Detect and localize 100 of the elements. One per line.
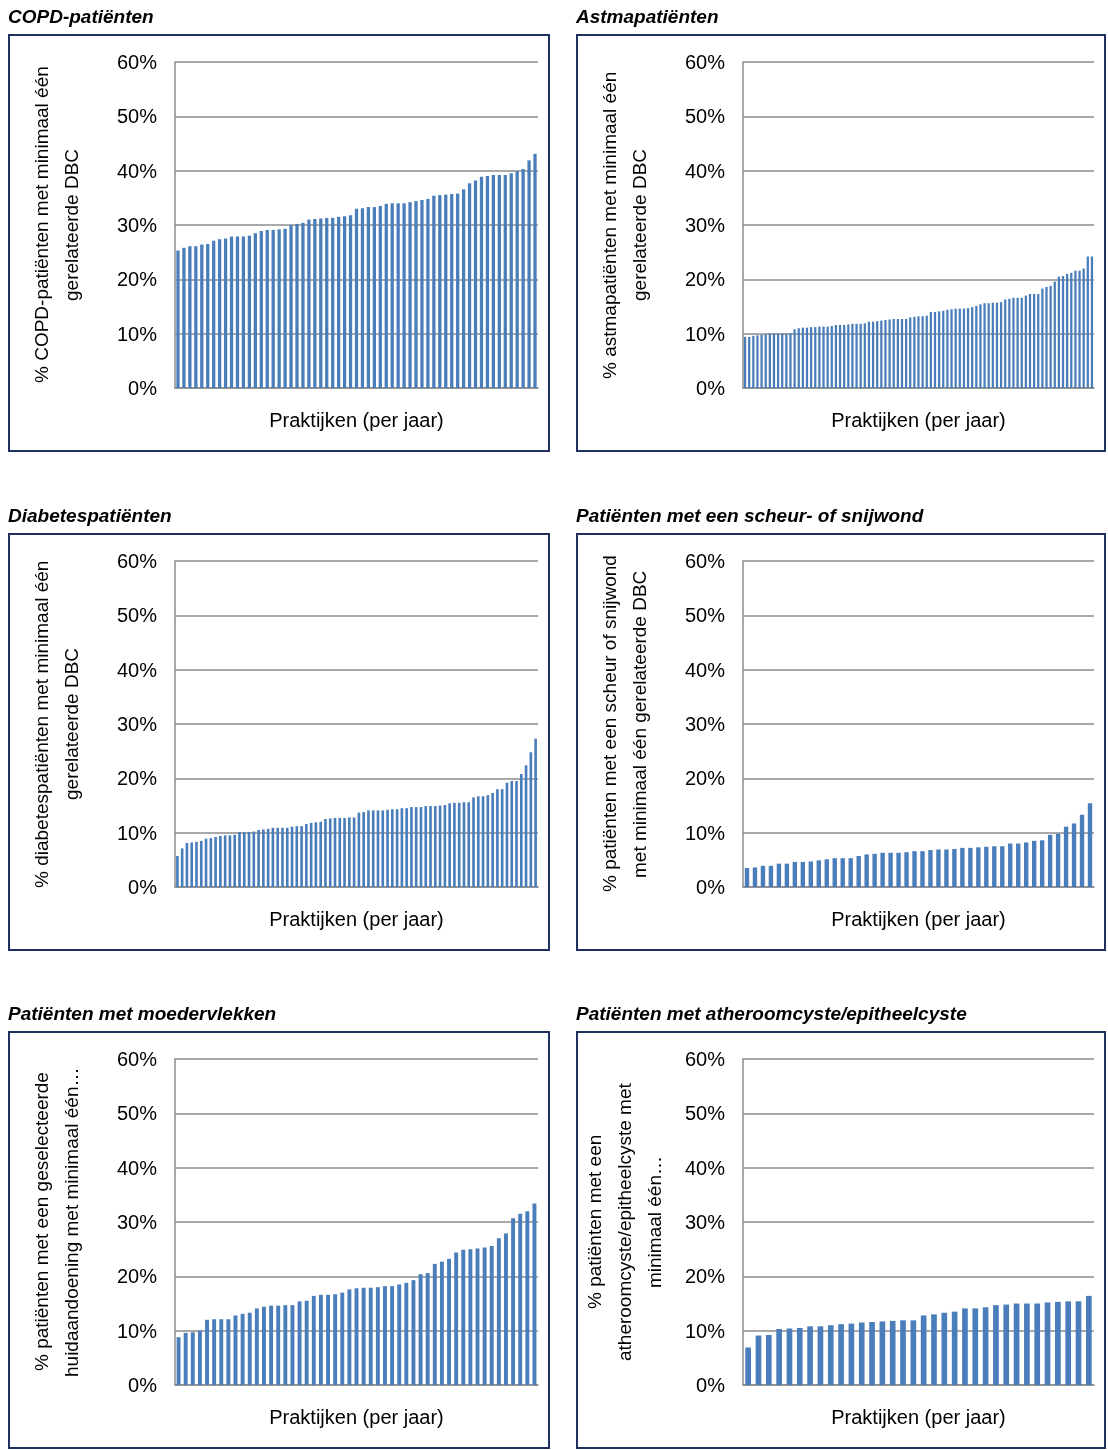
bar bbox=[405, 808, 408, 887]
bar bbox=[432, 195, 436, 388]
y-tick-label: 20% bbox=[684, 767, 726, 790]
bar bbox=[515, 171, 519, 388]
bar bbox=[468, 1249, 473, 1385]
y-tick-label: 0% bbox=[128, 1374, 158, 1396]
bar bbox=[368, 1287, 373, 1385]
bar bbox=[348, 817, 351, 887]
bar bbox=[496, 789, 499, 887]
bar bbox=[511, 1218, 516, 1385]
bar bbox=[197, 1330, 202, 1385]
bar bbox=[343, 818, 346, 887]
bar bbox=[439, 1261, 444, 1385]
y-tick-label: 60% bbox=[116, 550, 158, 572]
bar bbox=[993, 1305, 999, 1385]
bar bbox=[342, 216, 347, 388]
bar bbox=[348, 215, 353, 388]
y-tick-label: 40% bbox=[116, 1156, 158, 1179]
bar bbox=[362, 812, 365, 887]
bar bbox=[199, 840, 203, 887]
y-tick-label: 0% bbox=[696, 377, 726, 399]
bar bbox=[979, 304, 982, 388]
bar bbox=[976, 847, 981, 887]
bar bbox=[253, 233, 257, 388]
bar bbox=[1003, 1304, 1010, 1385]
y-tick-label: 0% bbox=[696, 876, 726, 898]
bar bbox=[290, 1305, 295, 1385]
bar bbox=[354, 208, 359, 388]
chart-title: Astmapatiënten bbox=[576, 6, 720, 28]
bar bbox=[1008, 843, 1013, 887]
bar bbox=[367, 810, 370, 887]
x-axis-title: Praktijken (per jaar) bbox=[269, 409, 444, 431]
y-tick-label: 20% bbox=[116, 767, 158, 790]
bar bbox=[808, 861, 813, 887]
bar bbox=[972, 1308, 979, 1385]
y-tick-label: 30% bbox=[116, 1211, 158, 1233]
bar bbox=[807, 1326, 813, 1385]
bar bbox=[262, 1306, 266, 1385]
bar bbox=[257, 829, 260, 887]
y-tick-label: 50% bbox=[684, 1102, 726, 1125]
bar bbox=[347, 1289, 352, 1385]
bar bbox=[271, 229, 275, 388]
bar bbox=[328, 818, 332, 887]
y-tick-label: 10% bbox=[684, 821, 726, 844]
bar bbox=[456, 193, 460, 388]
bar bbox=[913, 316, 916, 388]
bar bbox=[233, 834, 237, 887]
bar bbox=[383, 1286, 387, 1385]
bar bbox=[950, 309, 953, 388]
bar bbox=[1000, 846, 1005, 887]
y-tick-label: 50% bbox=[116, 105, 158, 128]
y-tick-label: 10% bbox=[684, 1319, 726, 1342]
bar bbox=[489, 1245, 494, 1385]
bar bbox=[1045, 286, 1048, 388]
bar bbox=[1086, 1295, 1092, 1385]
bar bbox=[176, 856, 179, 887]
bar bbox=[326, 1294, 330, 1385]
bar bbox=[920, 851, 925, 887]
bar bbox=[223, 238, 228, 388]
bar bbox=[384, 203, 388, 388]
bar bbox=[816, 860, 821, 887]
bar bbox=[241, 236, 246, 388]
bar bbox=[941, 1312, 948, 1385]
y-tick-label: 30% bbox=[684, 713, 726, 735]
bar bbox=[968, 847, 973, 887]
bar bbox=[1039, 840, 1045, 887]
bar bbox=[884, 320, 887, 388]
bar bbox=[744, 867, 750, 887]
bar bbox=[888, 319, 891, 388]
y-tick-label: 60% bbox=[116, 1048, 158, 1070]
bar bbox=[900, 1320, 906, 1385]
bar bbox=[855, 323, 858, 388]
bar bbox=[461, 189, 466, 388]
bar bbox=[1074, 270, 1077, 388]
bar bbox=[1087, 803, 1093, 887]
bar bbox=[448, 803, 451, 887]
bar bbox=[300, 826, 303, 887]
bar bbox=[386, 809, 389, 887]
y-axis-title: % COPD-patiënten met minimaal één gerelateerde DBC bbox=[30, 65, 83, 386]
bar bbox=[240, 1313, 245, 1385]
bar bbox=[337, 216, 341, 388]
y-tick-label: 50% bbox=[116, 604, 158, 627]
bar bbox=[848, 858, 853, 887]
bar bbox=[910, 1320, 917, 1385]
bar bbox=[418, 1274, 423, 1385]
bar bbox=[952, 848, 957, 887]
bar bbox=[840, 858, 845, 887]
y-tick-label: 30% bbox=[684, 1211, 726, 1233]
bar bbox=[818, 326, 821, 388]
bar bbox=[360, 208, 365, 388]
bar bbox=[491, 793, 494, 887]
bar bbox=[1012, 297, 1015, 388]
bar bbox=[1016, 297, 1019, 388]
bar bbox=[444, 194, 448, 388]
bar bbox=[194, 246, 198, 388]
bar bbox=[904, 852, 909, 887]
x-axis-title: Praktijken (per jaar) bbox=[831, 1406, 1006, 1428]
bar bbox=[827, 1325, 834, 1385]
bar bbox=[425, 1273, 430, 1385]
bar bbox=[476, 796, 480, 887]
